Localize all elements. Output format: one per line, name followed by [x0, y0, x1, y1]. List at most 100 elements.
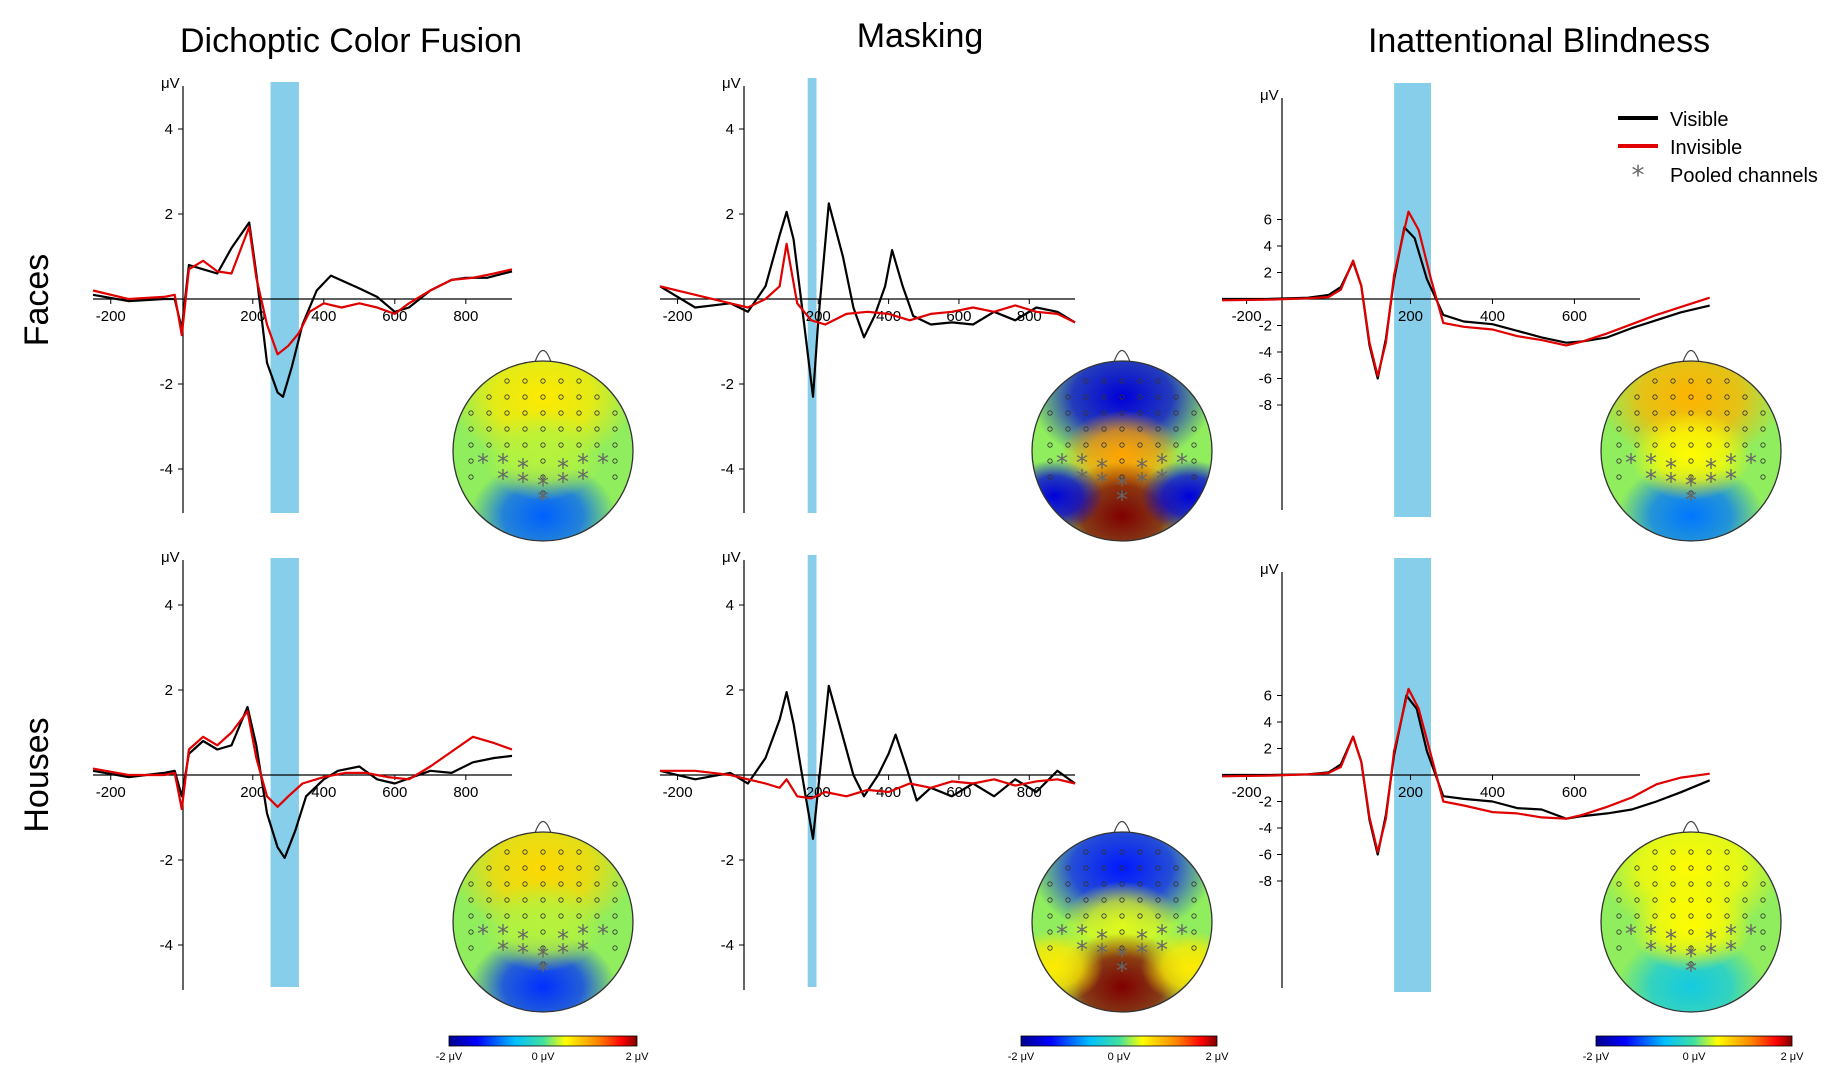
electrode [522, 394, 528, 400]
topomap-masking-houses: * * * * * ** * * * ** [1031, 820, 1213, 1013]
electrode [1724, 410, 1730, 416]
pooled-channel-asterisk: * [537, 471, 549, 499]
electrode [1047, 945, 1053, 951]
pooled-channel-asterisk: * [537, 486, 549, 514]
pooled-channel-asterisk: * [577, 465, 589, 493]
electrode [576, 865, 582, 871]
pooled-channel-asterisk: * [1076, 920, 1088, 948]
electrode [504, 881, 510, 887]
electrode [1155, 378, 1161, 384]
electrode [1101, 426, 1107, 432]
x-tick-label: 600 [1562, 784, 1587, 801]
analysis-window [807, 78, 817, 513]
pooled-channel-asterisk: * [537, 957, 549, 985]
y-tick-label: 2 [165, 682, 173, 699]
nose-marker [1682, 820, 1700, 834]
pooled-channel-asterisk: * [497, 465, 509, 493]
electrode [558, 913, 564, 919]
x-tick-label: 400 [311, 784, 336, 801]
electrode [594, 442, 600, 448]
electrode [1760, 458, 1766, 464]
electrode [576, 897, 582, 903]
pooled-channel-asterisk: * [1725, 465, 1737, 493]
colorbar-middle-mid-label: 0 μV [1108, 1051, 1132, 1063]
electrode [1083, 378, 1089, 384]
electrode [468, 410, 474, 416]
electrode [1119, 945, 1125, 951]
electrode [558, 881, 564, 887]
electrode [1706, 442, 1712, 448]
electrode [1742, 410, 1748, 416]
electrode [1688, 897, 1694, 903]
electrode [1688, 474, 1694, 480]
electrode [1047, 458, 1053, 464]
y-tick-label: -2 [1259, 318, 1272, 335]
head-outline [452, 831, 634, 1013]
y-tick-label: 2 [726, 206, 734, 223]
pooled-channel-asterisk: * [1136, 925, 1148, 953]
electrode [1706, 426, 1712, 432]
pooled-channel-asterisk: * [517, 925, 529, 953]
electrode [1155, 410, 1161, 416]
electrode [1119, 929, 1125, 935]
electrode [1724, 881, 1730, 887]
electrode [1670, 865, 1676, 871]
electrode [1634, 913, 1640, 919]
colorbar-middle-max-label: 2 μV [1206, 1051, 1230, 1063]
legend-visible-label: Visible [1670, 109, 1729, 131]
topomap-inattentional-blindness-houses: * * * * * ** * * * ** [1600, 820, 1782, 1013]
electrode [1173, 426, 1179, 432]
electrode [1119, 881, 1125, 887]
topo-blob [1032, 931, 1104, 1003]
electrode [1688, 458, 1694, 464]
electrode [1191, 929, 1197, 935]
electrode [1155, 897, 1161, 903]
electrode [1688, 410, 1694, 416]
electrode [558, 865, 564, 871]
electrode [576, 849, 582, 855]
pooled-channel-asterisk: * [1096, 939, 1108, 967]
electrode [1616, 945, 1622, 951]
x-tick-label: 200 [240, 784, 265, 801]
pooled-channel-asterisk: * [1665, 925, 1677, 953]
electrode [1724, 442, 1730, 448]
electrode [1101, 897, 1107, 903]
electrode [1724, 913, 1730, 919]
nose-marker [1113, 820, 1131, 834]
pooled-channel-asterisk: * [517, 468, 529, 496]
pooled-channel-asterisk: * [1156, 449, 1168, 477]
head-outline [1600, 831, 1782, 1013]
electrode [1101, 881, 1107, 887]
pooled-channel-asterisk: * [477, 920, 489, 948]
x-tick-label: 800 [453, 308, 478, 325]
pooled-channel-asterisk: * [1725, 449, 1737, 477]
topo-blob [1630, 881, 1752, 972]
pooled-channel-asterisk: * [557, 468, 569, 496]
pooled-channel-asterisk: * [1745, 920, 1757, 948]
electrode [1652, 410, 1658, 416]
pooled-channel-asterisk: * [1116, 957, 1128, 985]
electrode [540, 897, 546, 903]
colorbar-left: -2 μV 0 μV 2 μV [436, 1035, 650, 1063]
electrode [558, 410, 564, 416]
electrode [504, 378, 510, 384]
y-tick-label: -2 [160, 852, 173, 869]
x-tick-label: -200 [1232, 784, 1262, 801]
electrode [540, 410, 546, 416]
electrode [1083, 897, 1089, 903]
electrode [1760, 474, 1766, 480]
pooled-channel-asterisk: * [517, 939, 529, 967]
y-tick-label: 4 [726, 597, 734, 614]
y-tick-label: -6 [1259, 371, 1272, 388]
electrode [468, 929, 474, 935]
electrode [1706, 881, 1712, 887]
erp-panel-inattentional-blindness-faces: μV -200 200 400 600 6 4 2 -2 -4 -6 -8 [1221, 83, 1711, 517]
electrode [1137, 442, 1143, 448]
electrode [540, 394, 546, 400]
head-outline [1031, 831, 1213, 1013]
pooled-channel-asterisk: * [1056, 449, 1068, 477]
colorbar-left-max-label: 2 μV [626, 1051, 650, 1063]
electrode [540, 929, 546, 935]
pooled-channel-asterisk: * [1176, 449, 1188, 477]
